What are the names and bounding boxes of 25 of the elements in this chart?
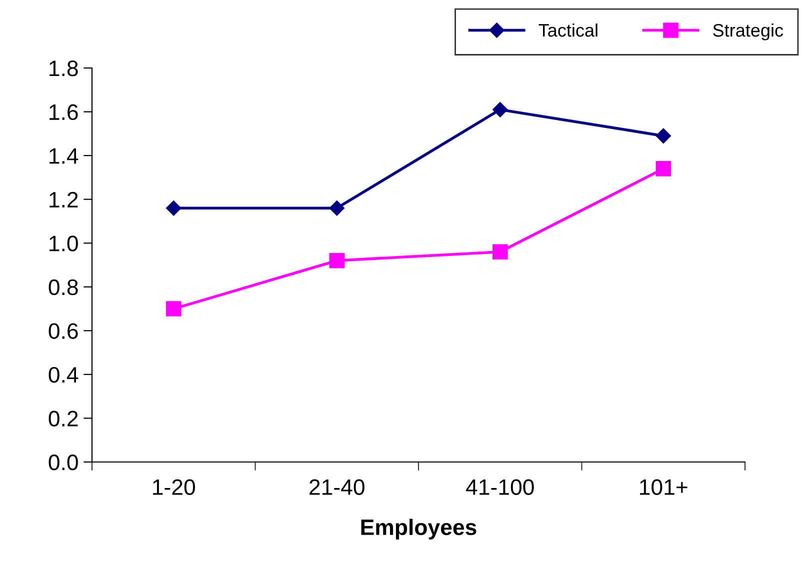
x-axis-title: Employees: [361, 518, 476, 540]
point: [656, 161, 672, 176]
y-tick-label: 0.4: [48, 366, 78, 383]
y-tick-label: 1.6: [50, 104, 78, 120]
y-tick-label: 1.2: [50, 192, 78, 208]
y-tick-label: 1.4: [50, 148, 78, 164]
y-tick-label: 0.6: [48, 323, 78, 339]
point: [656, 128, 671, 144]
point: [329, 200, 344, 216]
point: [166, 200, 182, 216]
x-tick-label: 41-100: [466, 479, 534, 495]
legend-label: Tactical: [538, 23, 598, 37]
x-tick-label: 1-20: [153, 479, 195, 495]
y-tick-label: 1.0: [50, 236, 78, 252]
point: [492, 244, 508, 260]
y-tick-label: 0.2: [48, 410, 78, 426]
point: [329, 252, 345, 268]
legend-label: Strategic: [713, 23, 784, 40]
y-tick-label: 1.8: [50, 60, 78, 76]
x-tick-label: 21-40: [310, 479, 364, 495]
x-tick-label: 101+: [640, 479, 688, 495]
point: [492, 102, 508, 118]
y-tick-label: 0.0: [48, 454, 78, 470]
y-tick-label: 0.8: [48, 279, 78, 296]
point: [166, 301, 182, 316]
